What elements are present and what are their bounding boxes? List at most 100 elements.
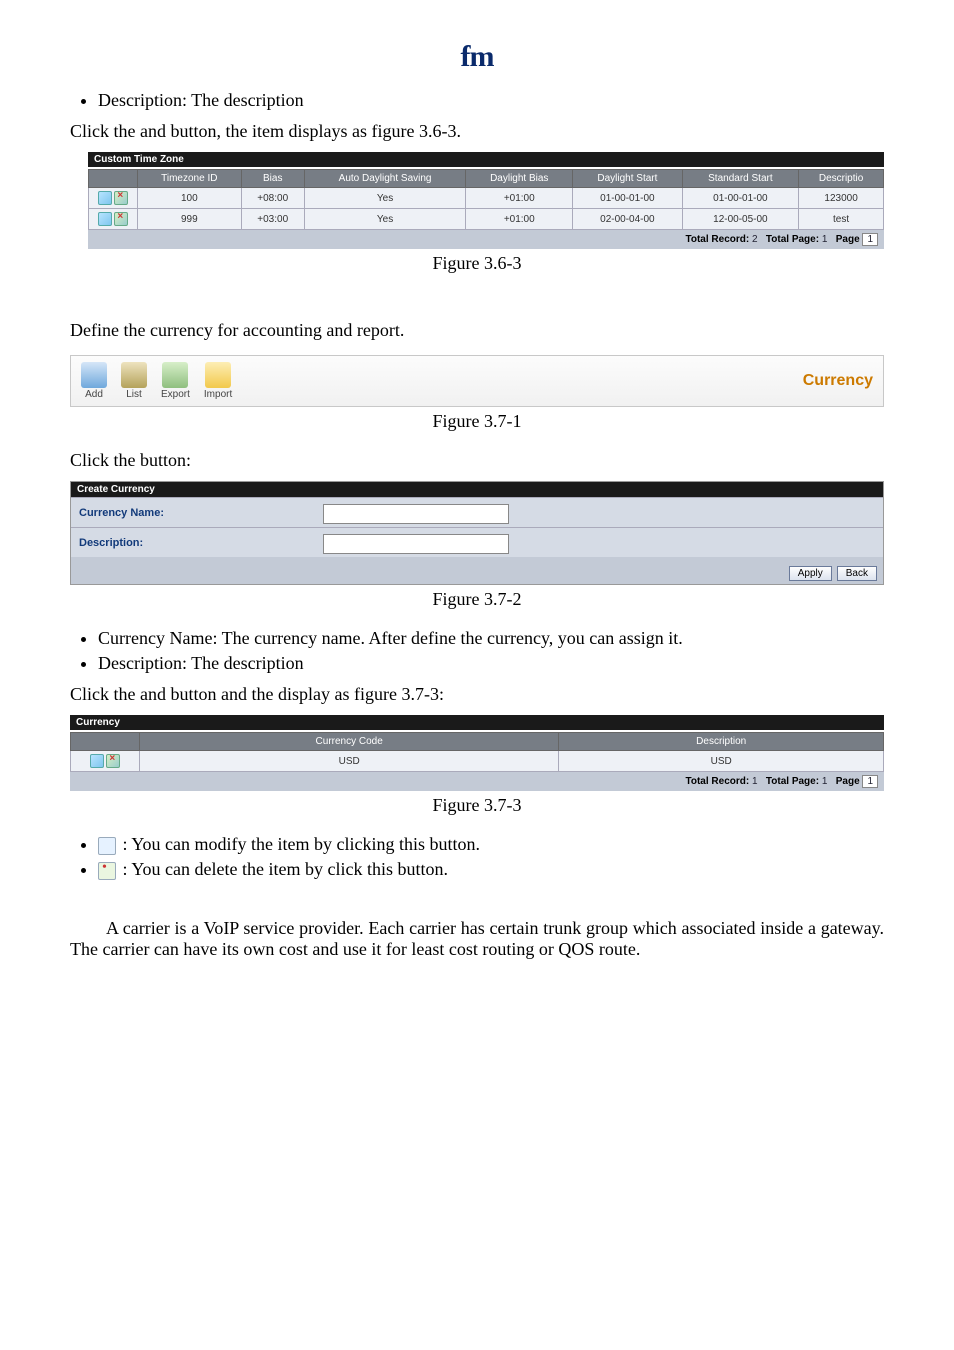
caption-363: Figure 3.6-3	[70, 253, 884, 274]
page-input[interactable]: 1	[862, 233, 878, 246]
import-icon	[205, 362, 231, 388]
cell: USD	[559, 751, 884, 772]
edit-icon	[98, 837, 116, 855]
text: Click the	[70, 684, 140, 704]
col-actions	[71, 733, 140, 751]
list-item: : You can modify the item by clicking th…	[98, 834, 884, 855]
col-desc: Description	[559, 733, 884, 751]
pager-label: Total Record:	[686, 776, 750, 787]
pager-label: Total Page:	[766, 234, 819, 245]
carrier-paragraph: A carrier is a VoIP service provider. Ea…	[70, 918, 884, 960]
delete-icon[interactable]	[114, 191, 128, 205]
table-title: Currency	[70, 715, 884, 730]
col-actions	[89, 170, 138, 188]
cell: 123000	[799, 188, 884, 209]
field-wrap	[317, 498, 883, 527]
col-bias: Bias	[241, 170, 304, 188]
edit-icon[interactable]	[90, 754, 104, 768]
col-code: Currency Code	[140, 733, 559, 751]
toolbar-items: Add List Export Import	[81, 362, 232, 400]
currency-intro: Define the currency for accounting and r…	[70, 320, 884, 341]
list-item: Currency Name: The currency name. After …	[98, 628, 884, 649]
currency-name-input[interactable]	[323, 504, 509, 524]
table-row: 100 +08:00 Yes +01:00 01-00-01-00 01-00-…	[89, 188, 884, 209]
delete-icon[interactable]	[114, 212, 128, 226]
currency-table: Currency Code Description USD USD	[70, 732, 884, 772]
toolbar-label: Export	[161, 389, 190, 400]
line-363: Click the and button, the item displays …	[70, 121, 884, 142]
col-dbias: Daylight Bias	[466, 170, 573, 188]
text: button, the item displays as figure 3.6-…	[171, 121, 461, 141]
cell: Yes	[304, 209, 466, 230]
bullet-list-currency: Currency Name: The currency name. After …	[98, 628, 884, 674]
toolbar-list[interactable]: List	[121, 362, 147, 400]
delete-icon	[98, 862, 116, 880]
col-dstart: Daylight Start	[573, 170, 682, 188]
list-item: : You can delete the item by click this …	[98, 859, 884, 880]
apply-button[interactable]: Apply	[789, 566, 832, 581]
cell: 02-00-04-00	[573, 209, 682, 230]
toolbar-add[interactable]: Add	[81, 362, 107, 400]
line-372: Click the button:	[70, 450, 884, 471]
table-row: 999 +03:00 Yes +01:00 02-00-04-00 12-00-…	[89, 209, 884, 230]
cell: USD	[140, 751, 559, 772]
figure-373-wrap: Currency Currency Code Description USD U…	[70, 715, 884, 791]
text: button:	[140, 450, 191, 470]
delete-icon[interactable]	[106, 754, 120, 768]
pager-label: Total Page:	[766, 776, 819, 787]
cell: 999	[138, 209, 242, 230]
text: : You can delete the item by click this …	[123, 859, 448, 879]
pager: Total Record: 2 Total Page: 1 Page 1	[88, 230, 884, 249]
pager-value: 2	[752, 234, 758, 245]
pager: Total Record: 1 Total Page: 1 Page 1	[70, 772, 884, 791]
col-tzid: Timezone ID	[138, 170, 242, 188]
text: : You can modify the item by clicking th…	[123, 834, 480, 854]
text: Click the	[70, 121, 140, 141]
row-actions	[71, 751, 140, 772]
pager-label: Page	[836, 776, 860, 787]
toolbar-import[interactable]: Import	[204, 362, 232, 400]
toolbar-export[interactable]: Export	[161, 362, 190, 400]
toolbar-label: Add	[85, 389, 103, 400]
edit-icon[interactable]	[98, 212, 112, 226]
toolbar-title: Currency	[803, 372, 873, 390]
cell: 100	[138, 188, 242, 209]
line-373: Click the and button and the display as …	[70, 684, 884, 705]
cell: +03:00	[241, 209, 304, 230]
list-item: Description: The description	[98, 90, 884, 111]
figure-363-wrap: Custom Time Zone Timezone ID Bias Auto D…	[88, 152, 884, 249]
header-logo-slot: fm	[70, 40, 884, 74]
caption-373: Figure 3.7-3	[70, 795, 884, 816]
cell: +08:00	[241, 188, 304, 209]
text: and	[140, 121, 171, 141]
list-item: Description: The description	[98, 653, 884, 674]
back-button[interactable]: Back	[837, 566, 877, 581]
row-actions	[89, 188, 138, 209]
label-currency-name: Currency Name:	[71, 503, 317, 523]
form-actions: Apply Back	[71, 557, 883, 584]
cell: test	[799, 209, 884, 230]
cell: 12-00-05-00	[682, 209, 799, 230]
pager-value: 1	[822, 234, 828, 245]
pager-label: Total Record:	[686, 234, 750, 245]
cell: 01-00-01-00	[573, 188, 682, 209]
logo: fm	[461, 40, 494, 74]
table-row: USD USD	[71, 751, 884, 772]
cell: 01-00-01-00	[682, 188, 799, 209]
add-icon	[81, 362, 107, 388]
bullet-list-desc-1: Description: The description	[98, 90, 884, 111]
page-input[interactable]: 1	[862, 775, 878, 788]
text: button and the display as figure 3.7-3:	[171, 684, 444, 704]
text: and	[140, 684, 171, 704]
toolbar-label: Import	[204, 389, 232, 400]
toolbar-label: List	[126, 389, 142, 400]
cell: +01:00	[466, 188, 573, 209]
pager-label: Page	[836, 234, 860, 245]
currency-toolbar: Add List Export Import Currency	[70, 355, 884, 407]
label-description: Description:	[71, 533, 317, 553]
description-input[interactable]	[323, 534, 509, 554]
col-autods: Auto Daylight Saving	[304, 170, 466, 188]
edit-icon[interactable]	[98, 191, 112, 205]
form-title: Create Currency	[71, 482, 883, 497]
cell: Yes	[304, 188, 466, 209]
